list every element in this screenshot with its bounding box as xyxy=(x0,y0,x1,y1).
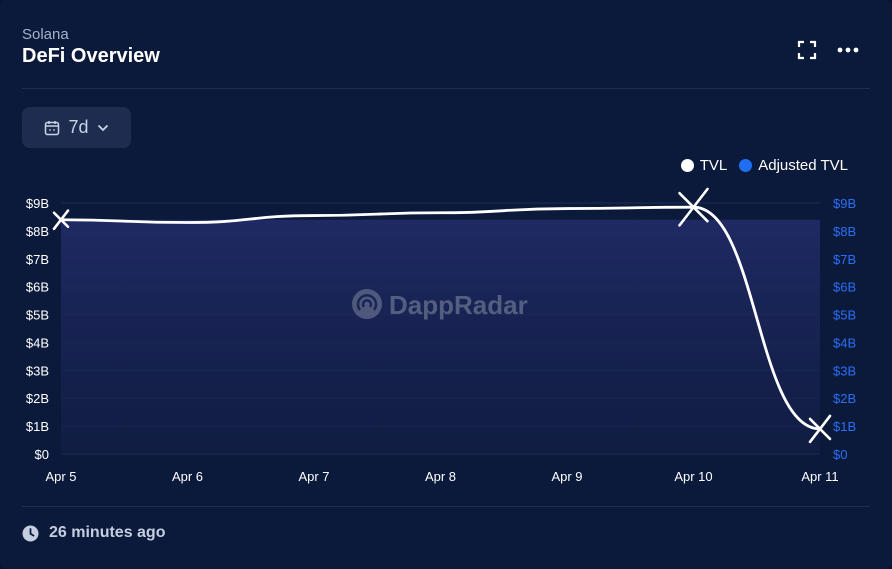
y-tick-label-right: $0 xyxy=(833,447,847,462)
legend-dot-adjusted-tvl xyxy=(739,159,753,172)
x-tick-label: Apr 10 xyxy=(674,469,712,484)
adjusted-tvl-area xyxy=(61,219,820,454)
more-options-button[interactable] xyxy=(836,38,860,62)
y-tick-label-left: $8B xyxy=(26,224,49,239)
time-range-label: 7d xyxy=(68,117,89,137)
header-divider xyxy=(22,88,870,89)
y-tick-label-right: $3B xyxy=(833,363,856,378)
y-tick-label-right: $8B xyxy=(833,224,856,239)
legend-label-tvl: TVL xyxy=(699,157,728,174)
page-title: DeFi Overview xyxy=(22,45,160,67)
x-tick-label: Apr 11 xyxy=(801,469,838,484)
legend-item-tvl[interactable]: TVL xyxy=(680,157,728,174)
y-tick-label-right: $5B xyxy=(833,308,856,323)
y-tick-label-right: $9B xyxy=(833,196,856,211)
y-tick-label-left: $5B xyxy=(26,308,49,323)
expand-icon xyxy=(797,40,817,60)
clock-icon xyxy=(22,525,39,541)
legend-item-adjusted-tvl[interactable]: Adjusted TVL xyxy=(739,157,848,174)
y-tick-label-left: $7B xyxy=(26,252,49,267)
fullscreen-button[interactable] xyxy=(795,38,819,62)
footer-divider xyxy=(22,506,870,507)
tvl-line xyxy=(59,205,822,431)
y-tick-label-left: $0 xyxy=(35,447,49,462)
y-tick-label-left: $1B xyxy=(26,419,49,434)
y-tick-label-right: $1B xyxy=(833,419,856,434)
more-dots-icon xyxy=(837,47,859,53)
y-tick-label-right: $6B xyxy=(833,280,856,295)
time-range-dropdown[interactable]: 7d xyxy=(22,107,131,148)
network-label: Solana xyxy=(22,26,69,43)
legend-label-adjusted-tvl: Adjusted TVL xyxy=(758,157,848,174)
tvl-point-marker xyxy=(52,209,70,231)
last-updated-text: 26 minutes ago xyxy=(49,524,166,541)
tvl-chart: $0 $0 $1B $1B $2B $2B $3B $3B $4B $4B $5B $5B $6B $6B… xyxy=(26,187,856,484)
legend-dot-tvl xyxy=(680,159,694,172)
last-updated: 26 minutes ago xyxy=(22,524,165,542)
dappradar-watermark xyxy=(352,289,382,319)
y-tick-label-right: $4B xyxy=(833,335,856,350)
y-tick-label-left: $3B xyxy=(26,363,49,378)
calendar-icon xyxy=(45,120,60,135)
y-tick-label-right: $2B xyxy=(833,391,856,406)
y-tick-label-left: $6B xyxy=(26,280,49,295)
chevron-down-icon xyxy=(97,124,108,131)
x-tick-label: Apr 7 xyxy=(298,469,329,484)
x-tick-label: Apr 9 xyxy=(551,469,582,484)
tvl-point-marker xyxy=(808,414,832,444)
watermark-text: DappRadar xyxy=(389,290,528,320)
y-tick-label-right: $7B xyxy=(833,252,856,267)
y-tick-label-left: $2B xyxy=(26,391,49,406)
x-tick-label: Apr 8 xyxy=(425,469,456,484)
tvl-point-marker xyxy=(678,187,709,227)
y-tick-label-left: $9B xyxy=(26,196,49,211)
chart-legend: TVL Adjusted TVL xyxy=(680,157,848,174)
x-tick-label: Apr 5 xyxy=(45,469,76,484)
y-tick-label-left: $4B xyxy=(26,335,49,350)
x-tick-label: Apr 6 xyxy=(172,469,203,484)
